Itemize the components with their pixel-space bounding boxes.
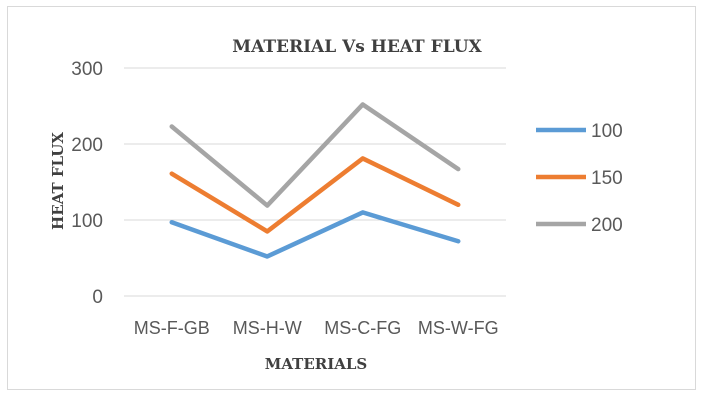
x-category-label: MS-F-GB (134, 318, 210, 338)
y-tick-label: 100 (71, 211, 103, 232)
series-line-200 (169, 102, 461, 208)
x-category-label: MS-C-FG (324, 318, 401, 338)
series-line-100 (169, 210, 461, 259)
gridlines (124, 67, 506, 297)
y-tick-label: 300 (71, 59, 103, 80)
legend-label-100: 100 (591, 121, 623, 142)
y-axis-ticks: 0 100 200 300 (71, 59, 103, 308)
series-line-150 (169, 156, 461, 234)
y-axis-title: HEAT FLUX (49, 132, 67, 230)
x-axis-title: MATERIALS (265, 355, 368, 373)
x-axis-categories: MS-F-GB MS-H-W MS-C-FG MS-W-FG (134, 318, 499, 338)
chart-frame (7, 6, 696, 390)
legend-label-200: 200 (591, 215, 623, 236)
legend-label-150: 150 (591, 168, 623, 189)
x-category-label: MS-H-W (233, 318, 302, 338)
series-lines (169, 102, 461, 259)
y-tick-label: 200 (71, 135, 103, 156)
chart-title: MATERIAL Vs HEAT FLUX (232, 37, 482, 57)
x-category-label: MS-W-FG (418, 318, 499, 338)
legend: 100 150 200 (536, 121, 623, 236)
y-tick-label: 0 (92, 287, 103, 308)
